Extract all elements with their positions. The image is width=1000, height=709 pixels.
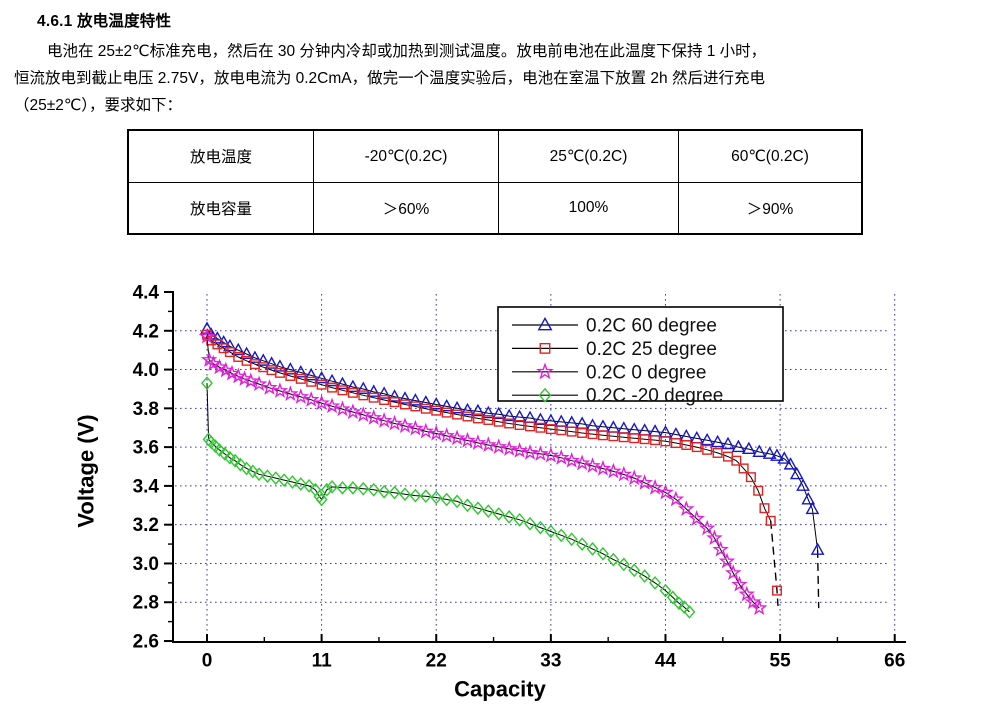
section-heading: 4.6.1 放电温度特性: [37, 13, 172, 30]
discharge-spec-table: 放电温度 -20℃(0.2C) 25℃(0.2C) 60℃(0.2C) 放电容量…: [127, 129, 863, 235]
y-tick-label: 2.6: [133, 632, 159, 653]
series-minus20-degree: [201, 376, 696, 619]
document-section: 4.6.1 放电温度特性 电池在 25±2℃标准充电，然后在 30 分钟内冷却或…: [0, 9, 1000, 119]
y-tick-label: 3.6: [133, 438, 159, 459]
y-tick-label: 3.0: [133, 554, 159, 575]
x-tick-label: 22: [426, 651, 447, 672]
y-axis-title: Voltage (V): [74, 414, 99, 527]
y-tick-label: 4.4: [133, 283, 160, 304]
legend-item-0-degree: 0.2C 0 degree: [512, 362, 706, 383]
axis-titles: Capacity Voltage (V): [74, 414, 547, 701]
series-0-degree: [198, 327, 768, 616]
x-tick-label: 55: [770, 651, 792, 672]
y-tick-label: 4.2: [133, 321, 159, 342]
x-tick-label: 0: [202, 651, 213, 672]
table-row: 放电温度 -20℃(0.2C) 25℃(0.2C) 60℃(0.2C): [127, 129, 863, 183]
y-tick-label: 2.8: [133, 593, 159, 614]
y-axis-ticks: 2.6 2.8 3.0 3.2 3.4 3.6 3.8 4.0 4.2 4.4: [133, 283, 173, 653]
x-tick-label: 66: [884, 651, 905, 672]
y-tick-label: 3.4: [133, 476, 160, 497]
y-tick-label: 4.0: [133, 360, 159, 381]
legend-item-minus20-degree: 0.2C -20 degree: [512, 386, 723, 407]
table-cell: 60℃(0.2C): [678, 129, 863, 183]
table-cell: -20℃(0.2C): [313, 129, 499, 183]
legend-label: 0.2C 25 degree: [586, 339, 717, 360]
body-paragraph: 电池在 25±2℃标准充电，然后在 30 分钟内冷却或加热到测试温度。放电前电池…: [14, 38, 994, 119]
y-tick-label: 3.2: [133, 515, 159, 536]
legend-item-60-degree: 0.2C 60 degree: [512, 316, 717, 337]
legend-label: 0.2C -20 degree: [586, 386, 723, 407]
table-cell: ＞90%: [678, 181, 863, 235]
row-header-discharge-temperature: 放电温度: [127, 129, 314, 183]
y-tick-label: 3.8: [133, 399, 159, 420]
table-cell: 100%: [498, 181, 679, 235]
x-tick-label: 44: [655, 651, 677, 672]
x-tick-label: 11: [312, 651, 333, 672]
x-tick-label: 33: [540, 651, 561, 672]
legend-label: 0.2C 60 degree: [586, 316, 717, 337]
x-axis-ticks: 0 11 22 33 44 55 66: [202, 634, 905, 672]
paragraph-line: 恒流放电到截止电压 2.75V，放电电流为 0.2CmA，做完一个温度实验后，电…: [14, 70, 765, 87]
row-header-discharge-capacity: 放电容量: [127, 181, 314, 235]
discharge-curve-chart: 2.6 2.8 3.0 3.2 3.4 3.6 3.8 4.0 4.2 4.4 0 11 22 33 44 5…: [74, 283, 906, 702]
legend-item-25-degree: 0.2C 25 degree: [512, 339, 717, 360]
table-cell: ＞60%: [313, 181, 499, 235]
table-row: 放电容量 ＞60% 100% ＞90%: [127, 181, 863, 235]
paragraph-line: （25±2℃），要求如下：: [14, 97, 183, 114]
legend-label: 0.2C 0 degree: [586, 362, 706, 383]
x-axis-title: Capacity: [454, 677, 546, 702]
paragraph-line: 电池在 25±2℃标准充电，然后在 30 分钟内冷却或加热到测试温度。放电前电池…: [47, 43, 767, 60]
table-cell: 25℃(0.2C): [498, 129, 679, 183]
